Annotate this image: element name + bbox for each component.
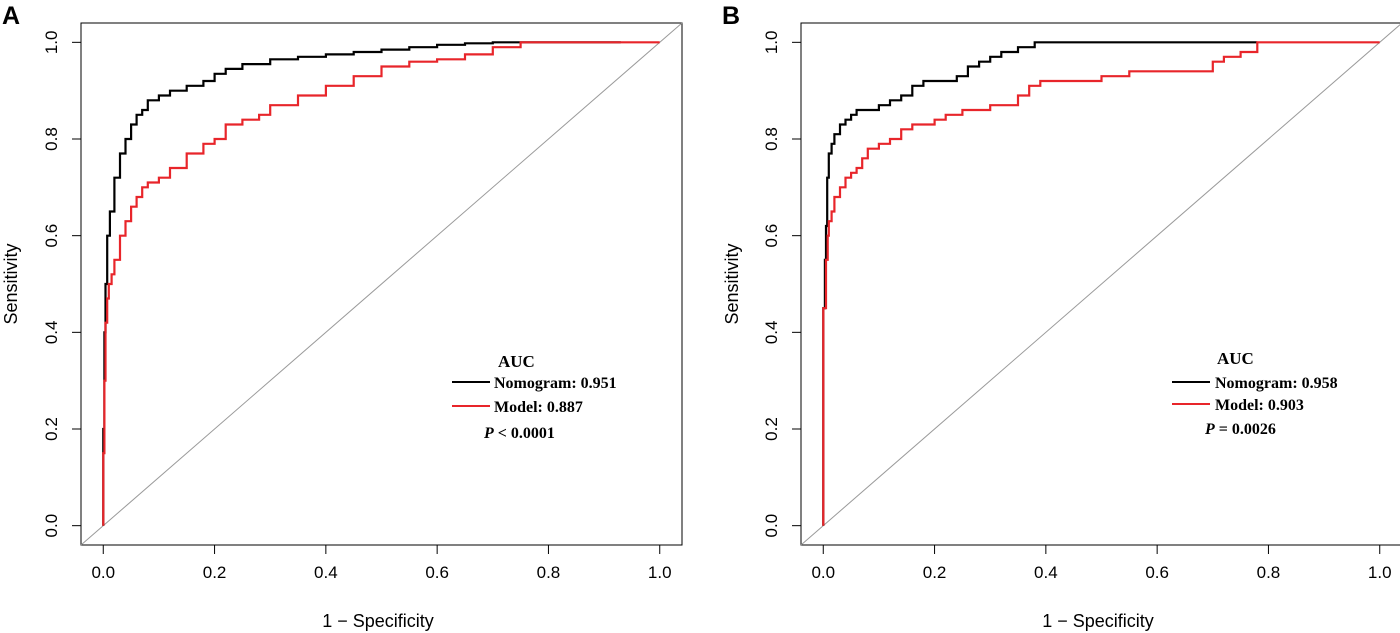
reference-diagonal — [800, 24, 1400, 546]
x-axis-title-b: 1 − Specificity — [1042, 611, 1154, 631]
p-value-b: P = 0.0026 — [1204, 421, 1276, 438]
y-tick-label: 0.6 — [42, 224, 61, 248]
x-tick-label: 0.6 — [425, 563, 449, 582]
reference-diagonal — [80, 22, 683, 546]
legend-label-model-b: Model: 0.903 — [1215, 397, 1304, 414]
y-tick-label: 0.6 — [762, 224, 781, 248]
panel-b: B 0.0 0.2 0.4 0.6 0.8 1.0 0.0 0.2 0.4 0.6 0.8 1.0 1… — [722, 2, 1400, 631]
y-axis-title-a: Sensitivity — [1, 243, 21, 324]
plot-area-a: 0.0 0.2 0.4 0.6 0.8 1.0 0.0 0.2 0.4 0.6 0.8 1.0 — [42, 22, 683, 582]
x-tick-label: 1.0 — [648, 563, 672, 582]
y-tick-label: 0.2 — [42, 417, 61, 441]
y-tick-label: 0.4 — [762, 321, 781, 345]
roc-curve-model-b — [822, 41, 1380, 526]
x-tick-label: 0.8 — [537, 563, 561, 582]
plot-frame — [80, 22, 683, 546]
legend-label-nomogram-a: Nomogram: 0.951 — [494, 375, 617, 392]
legend-label-nomogram-b: Nomogram: 0.958 — [1215, 375, 1338, 392]
x-tick-label: 0.0 — [91, 563, 115, 582]
y-tick-label: 0.0 — [42, 514, 61, 538]
y-tick-label: 1.0 — [42, 31, 61, 55]
plot-frame — [800, 22, 1400, 546]
roc-curve-nomogram-a — [102, 41, 621, 526]
x-tick-label: 0.6 — [1145, 563, 1169, 582]
p-value-a: P < 0.0001 — [483, 425, 555, 442]
x-axis-title-a: 1 − Specificity — [322, 611, 434, 631]
legend-label-model-a: Model: 0.887 — [494, 399, 583, 416]
x-tick-label: 0.2 — [203, 563, 227, 582]
panel-a: A 0.0 0.2 0.4 0.6 0.8 1.0 0.0 0.2 0.4 0.6 0.8 1.0 1… — [1, 2, 683, 631]
y-tick-label: 0.8 — [762, 127, 781, 151]
roc-curve-nomogram-b — [822, 41, 1258, 526]
y-tick-label: 0.0 — [762, 514, 781, 538]
x-tick-label: 0.4 — [314, 563, 338, 582]
legend-title-a: AUC — [498, 352, 535, 371]
x-tick-label: 0.4 — [1034, 563, 1058, 582]
x-tick-label: 0.0 — [811, 563, 835, 582]
legend-title-b: AUC — [1217, 349, 1254, 368]
y-axis-title-b: Sensitivity — [722, 243, 742, 324]
panel-label-a: A — [2, 2, 20, 30]
x-tick-label: 0.2 — [923, 563, 947, 582]
panel-label-b: B — [722, 2, 740, 30]
roc-curve-model-a — [102, 41, 660, 526]
legend-a: AUC Nomogram: 0.951 Model: 0.887 P < 0.0… — [452, 352, 617, 442]
y-tick-label: 0.4 — [42, 321, 61, 345]
x-tick-label: 1.0 — [1368, 563, 1392, 582]
y-tick-label: 0.8 — [42, 127, 61, 151]
y-tick-label: 0.2 — [762, 417, 781, 441]
y-tick-label: 1.0 — [762, 31, 781, 55]
legend-b: AUC Nomogram: 0.958 Model: 0.903 P = 0.0… — [1172, 349, 1338, 438]
plot-area-b: 0.0 0.2 0.4 0.6 0.8 1.0 0.0 0.2 0.4 0.6 0.8 1.0 — [762, 22, 1400, 582]
x-tick-label: 0.8 — [1257, 563, 1281, 582]
